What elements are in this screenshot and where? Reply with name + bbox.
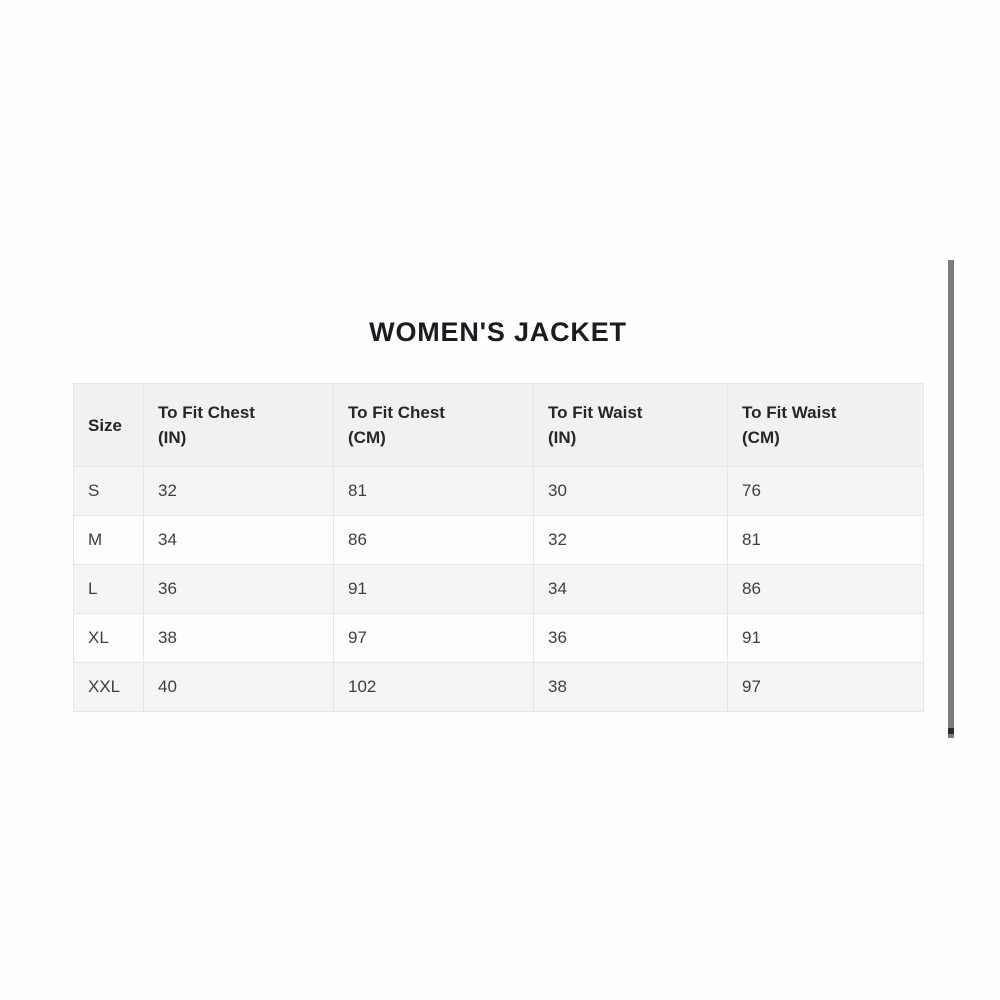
waist-cm-cell: 91 <box>727 613 924 663</box>
vertical-scrollbar-thumb[interactable] <box>948 260 954 738</box>
waist-cm-cell: 81 <box>727 515 924 565</box>
table-row-s: S 32 81 30 76 <box>73 466 924 516</box>
table-row-xxl: XXL 40 102 38 97 <box>73 662 924 712</box>
chest-cm-cell: 97 <box>333 613 534 663</box>
waist-in-cell: 38 <box>533 662 728 712</box>
size-chart-title: WOMEN'S JACKET <box>369 317 627 347</box>
chest-in-cell: 32 <box>143 466 334 516</box>
chest-cm-cell: 91 <box>333 564 534 614</box>
scrollbar-dark-band <box>948 728 954 734</box>
header-chest-cm: To Fit Chest (CM) <box>333 383 534 467</box>
table-row-m: M 34 86 32 81 <box>73 515 924 565</box>
chest-in-cell: 34 <box>143 515 334 565</box>
size-cell: L <box>73 564 144 614</box>
header-chest-in-label: To Fit Chest <box>158 403 255 422</box>
table-row-l: L 36 91 34 86 <box>73 564 924 614</box>
header-chest-cm-label: To Fit Chest <box>348 403 445 422</box>
chest-cm-cell: 86 <box>333 515 534 565</box>
chest-in-cell: 38 <box>143 613 334 663</box>
size-cell: M <box>73 515 144 565</box>
waist-in-cell: 34 <box>533 564 728 614</box>
header-chest-cm-unit: (CM) <box>348 428 386 447</box>
header-waist-in-label: To Fit Waist <box>548 403 643 422</box>
header-waist-cm-unit: (CM) <box>742 428 780 447</box>
waist-cm-cell: 76 <box>727 466 924 516</box>
chest-in-cell: 36 <box>143 564 334 614</box>
waist-cm-cell: 97 <box>727 662 924 712</box>
size-chart-container: Size To Fit Chest (IN) To Fit Chest (CM)… <box>73 383 924 712</box>
waist-in-cell: 32 <box>533 515 728 565</box>
header-waist-cm-label: To Fit Waist <box>742 403 837 422</box>
waist-cm-cell: 86 <box>727 564 924 614</box>
size-cell: S <box>73 466 144 516</box>
size-cell: XL <box>73 613 144 663</box>
chest-cm-cell: 102 <box>333 662 534 712</box>
header-size-label: Size <box>88 415 123 435</box>
waist-in-cell: 30 <box>533 466 728 516</box>
header-waist-cm: To Fit Waist (CM) <box>727 383 924 467</box>
size-chart-table: Size To Fit Chest (IN) To Fit Chest (CM)… <box>73 383 924 712</box>
header-size: Size <box>73 383 144 467</box>
header-chest-in: To Fit Chest (IN) <box>143 383 334 467</box>
header-waist-in-unit: (IN) <box>548 428 577 447</box>
waist-in-cell: 36 <box>533 613 728 663</box>
header-waist-in: To Fit Waist (IN) <box>533 383 728 467</box>
chest-in-cell: 40 <box>143 662 334 712</box>
size-cell: XXL <box>73 662 144 712</box>
header-row: Size To Fit Chest (IN) To Fit Chest (CM)… <box>73 383 924 467</box>
chest-cm-cell: 81 <box>333 466 534 516</box>
table-row-xl: XL 38 97 36 91 <box>73 613 924 663</box>
header-chest-in-unit: (IN) <box>158 428 187 447</box>
